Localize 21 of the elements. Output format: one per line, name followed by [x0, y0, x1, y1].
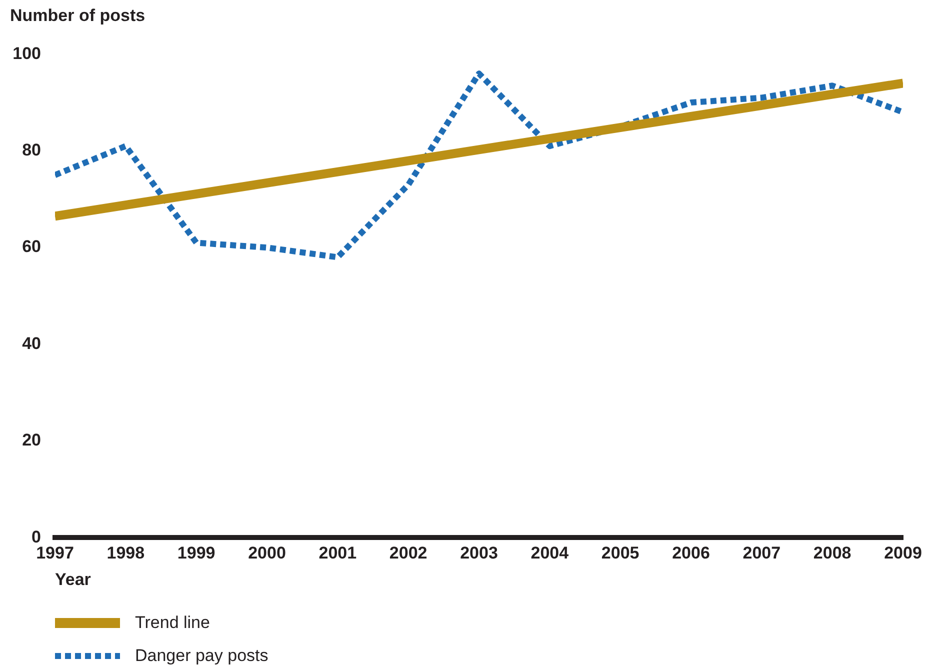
y-tick-label: 80 — [22, 140, 41, 160]
x-tick-label: 2007 — [742, 543, 781, 562]
y-tick-label: 100 — [12, 44, 41, 63]
x-axis-title: Year — [55, 570, 91, 590]
x-tick-label: 2000 — [248, 543, 286, 562]
x-tick-label: 2006 — [672, 543, 710, 562]
x-tick-label: 2009 — [884, 543, 922, 562]
x-tick-label: 2002 — [389, 543, 428, 562]
x-tick-label: 2003 — [460, 543, 498, 562]
y-tick-label: 40 — [22, 334, 41, 353]
x-tick-label: 2004 — [530, 543, 570, 562]
legend-label: Danger pay posts — [135, 646, 268, 666]
y-tick-label: 20 — [22, 430, 41, 450]
x-tick-label: 1999 — [177, 543, 216, 562]
legend-label: Trend line — [135, 612, 210, 632]
x-tick-label: 2001 — [318, 543, 357, 562]
y-tick-label: 60 — [22, 237, 41, 256]
x-tick-label: 1998 — [106, 543, 145, 562]
x-tick-label: 2008 — [813, 543, 852, 562]
x-tick-label: 2005 — [601, 543, 640, 562]
y-axis-title: Number of posts — [10, 6, 146, 26]
